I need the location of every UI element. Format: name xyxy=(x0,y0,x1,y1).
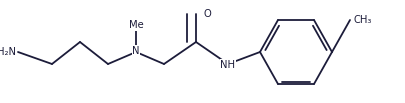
Text: N: N xyxy=(132,46,139,56)
Text: NH: NH xyxy=(220,60,235,70)
Text: Me: Me xyxy=(128,20,143,30)
Text: O: O xyxy=(203,9,211,19)
Text: CH₃: CH₃ xyxy=(353,15,371,25)
Text: H₂N: H₂N xyxy=(0,47,16,57)
